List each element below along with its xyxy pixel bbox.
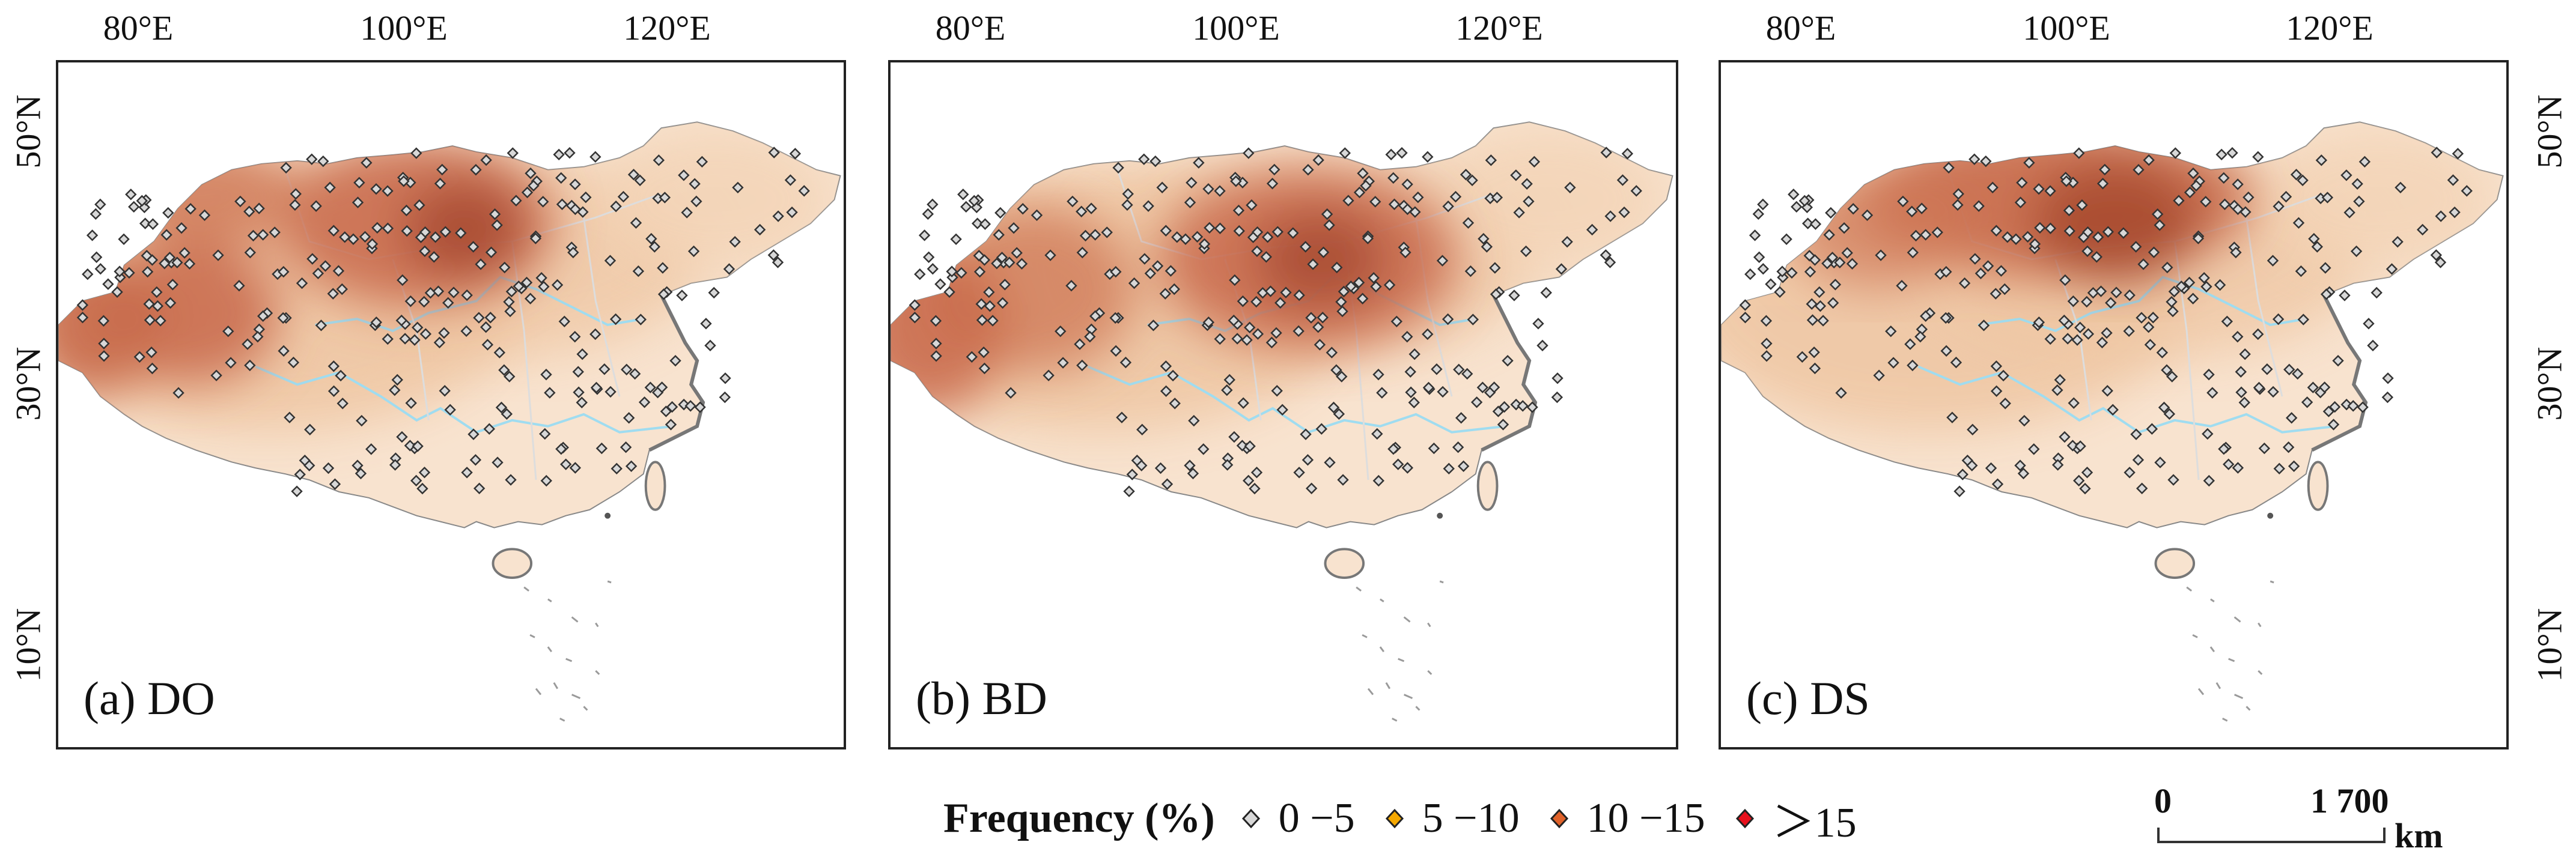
lat-tick-label-right: 50°N (2530, 94, 2569, 169)
scale-unit: km (2395, 816, 2443, 855)
lon-tick-label: 120°E (623, 8, 711, 47)
lat-tick-label-left: 30°N (8, 347, 48, 421)
legend-item: 10 −15 (1547, 795, 1705, 843)
map-graphic (1721, 62, 2506, 722)
frequency-legend: Frequency (%) 0 −5 5 −10 10 −15 ＞15 (943, 792, 1884, 846)
map-graphic (891, 62, 1676, 722)
diamond-marker-icon (1241, 808, 1260, 829)
lon-tick-label: 100°E (1192, 8, 1280, 47)
map-panel-do: (a) DO (56, 60, 846, 749)
lon-tick-label: 100°E (2023, 8, 2110, 47)
lon-tick-label: 120°E (2286, 8, 2374, 47)
legend-label: 10 −15 (1586, 795, 1705, 841)
legend-title: Frequency (%) (943, 795, 1215, 841)
map-panel-bd: (b) BD (888, 60, 1678, 749)
legend-item: ＞15 (1733, 789, 1857, 849)
diamond-marker-icon (1385, 808, 1404, 829)
map-panel-ds: (c) DS (1719, 60, 2509, 749)
map-graphic (58, 62, 844, 722)
lat-tick-label-left: 50°N (8, 94, 48, 169)
panel-label: (a) DO (84, 672, 215, 724)
legend-label: 0 −5 (1278, 795, 1355, 841)
panel-label: (b) BD (916, 672, 1047, 724)
diamond-marker-icon (1735, 808, 1754, 829)
legend-label: 5 −10 (1422, 795, 1520, 841)
lon-tick-label: 100°E (360, 8, 448, 47)
scale-start: 0 (2154, 781, 2172, 820)
lat-tick-label-right: 30°N (2530, 347, 2569, 421)
legend-label: ＞15 (1772, 799, 1857, 846)
scale-end: 1 700 (2310, 781, 2389, 820)
lon-tick-label: 80°E (1765, 8, 1836, 47)
legend-item: 5 −10 (1383, 795, 1520, 843)
panel-label: (c) DS (1746, 672, 1870, 724)
lon-tick-label: 80°E (103, 8, 174, 47)
lon-tick-label: 120°E (1455, 8, 1543, 47)
lat-tick-label-right: 10°N (2530, 608, 2569, 682)
lon-tick-label: 80°E (935, 8, 1006, 47)
legend-item: 0 −5 (1239, 795, 1355, 843)
diamond-marker-icon (1550, 808, 1568, 829)
lat-tick-label-left: 10°N (8, 608, 48, 682)
scale-bar: 0 1 700 km (2154, 781, 2443, 855)
scale-bar-line (2157, 828, 2386, 843)
